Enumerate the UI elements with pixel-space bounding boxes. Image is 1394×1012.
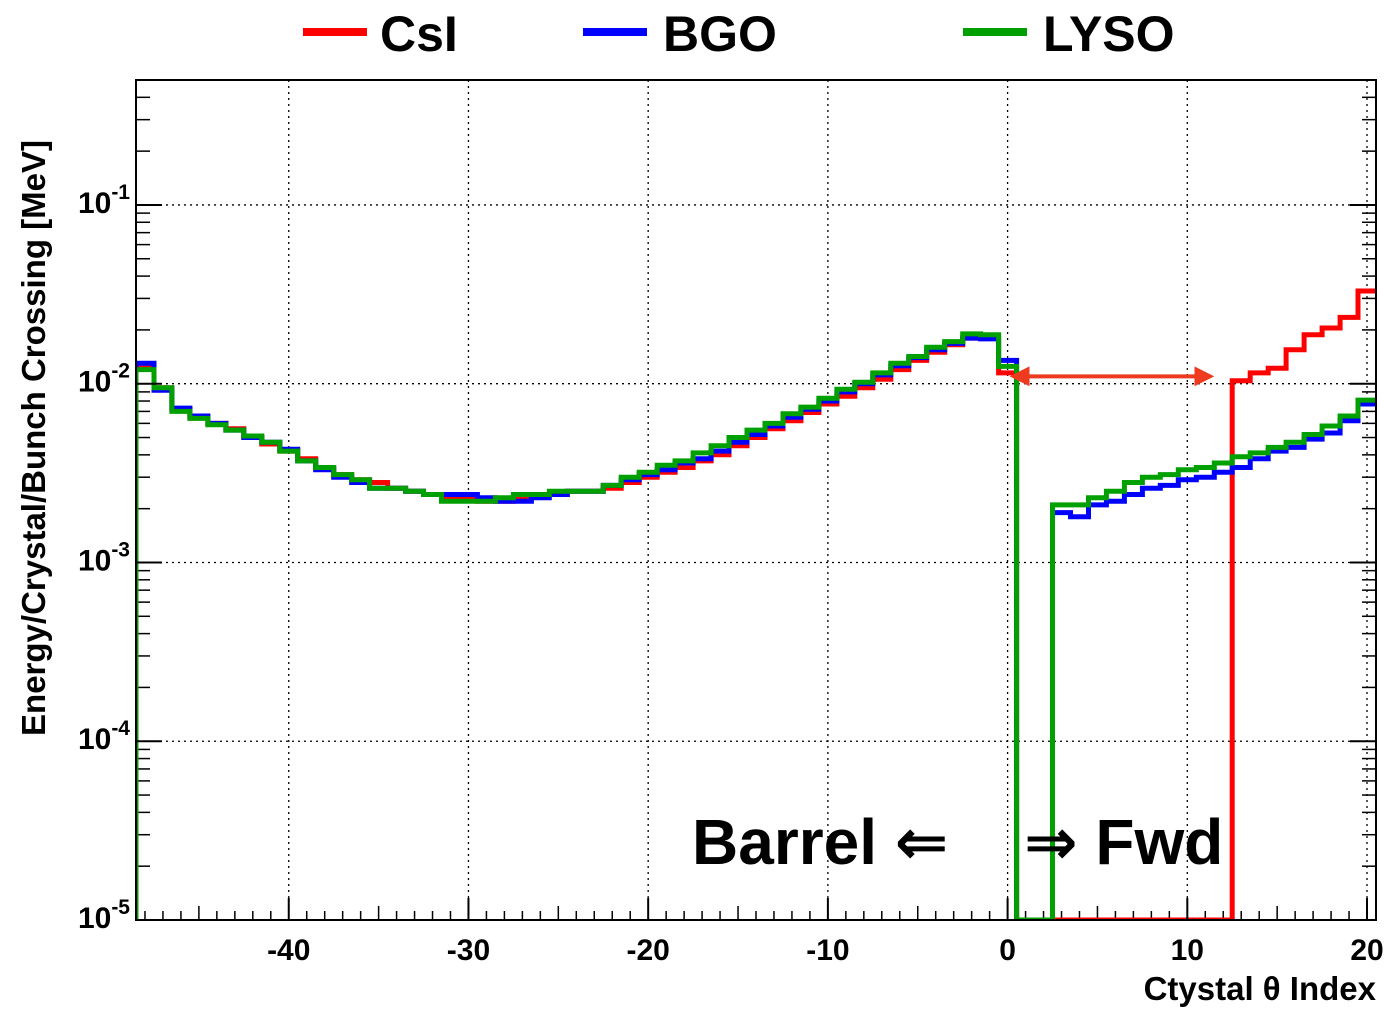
legend-label-csi: CsI xyxy=(380,6,458,62)
y-tick-label: 10-1 xyxy=(78,181,130,220)
legend-entry-lyso: LYSO xyxy=(963,6,1175,62)
legend-entry-csi: CsI xyxy=(303,6,458,62)
y-tick-label: 10-3 xyxy=(78,538,130,577)
legend: CsI BGO LYSO xyxy=(303,6,1175,62)
x-tick-label: 20 xyxy=(1350,934,1383,967)
fwd-label: ⇒ Fwd xyxy=(1024,806,1223,878)
plot-frame xyxy=(135,79,1377,921)
legend-label-lyso: LYSO xyxy=(1043,6,1175,62)
series-lyso-line xyxy=(136,331,1376,920)
barrel-label: Barrel ⇐ xyxy=(692,806,948,878)
x-tick-label: -20 xyxy=(626,934,669,967)
grid xyxy=(136,80,1376,920)
y-tick-label: 10-2 xyxy=(78,360,130,399)
legend-entry-bgo: BGO xyxy=(583,6,777,62)
x-axis-label: Ctystal θ Index xyxy=(1144,970,1377,1007)
y-axis-label: Energy/Crystal/Bunch Crossing [MeV] xyxy=(15,140,52,736)
x-tick-label: -30 xyxy=(447,934,490,967)
x-tick-label: -40 xyxy=(267,934,310,967)
y-axis: 10-1 10-2 10-3 10-4 10-5 xyxy=(78,181,1376,935)
y-tick-label: 10-5 xyxy=(78,896,130,935)
y-tick-label: 10-4 xyxy=(78,717,130,756)
x-tick-label: 10 xyxy=(1171,934,1204,967)
x-tick-label: 0 xyxy=(999,934,1016,967)
x-axis: -40 -30 -20 -10 0 10 20 xyxy=(267,898,1384,967)
minor-ticks xyxy=(136,79,1376,920)
x-tick-label: -10 xyxy=(806,934,849,967)
series-layer xyxy=(136,288,1376,920)
legend-label-bgo: BGO xyxy=(663,6,777,62)
